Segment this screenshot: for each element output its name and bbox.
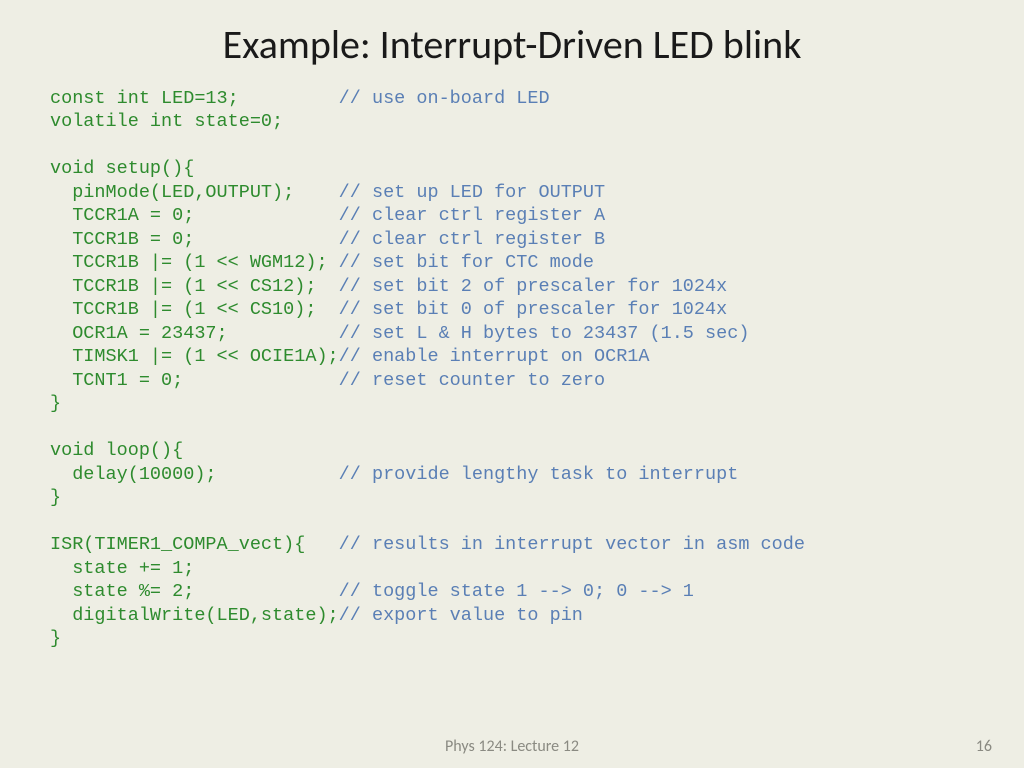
slide-container: Example: Interrupt-Driven LED blink cons… (0, 0, 1024, 768)
code-segment: const int LED=13; (50, 88, 339, 109)
code-segment: void setup(){ (50, 158, 194, 179)
code-segment: pinMode(LED,OUTPUT); (50, 182, 339, 203)
code-line (50, 510, 974, 533)
code-line: TCCR1B |= (1 << CS10); // set bit 0 of p… (50, 298, 974, 321)
comment-segment: // set bit 2 of prescaler for 1024x (339, 276, 728, 297)
code-line: ISR(TIMER1_COMPA_vect){ // results in in… (50, 533, 974, 556)
code-line (50, 134, 974, 157)
comment-segment: // set L & H bytes to 23437 (1.5 sec) (339, 323, 750, 344)
comment-segment: // toggle state 1 --> 0; 0 --> 1 (339, 581, 694, 602)
code-line: TCCR1A = 0; // clear ctrl register A (50, 204, 974, 227)
code-line: OCR1A = 23437; // set L & H bytes to 234… (50, 322, 974, 345)
code-line: delay(10000); // provide lengthy task to… (50, 463, 974, 486)
comment-segment: // set up LED for OUTPUT (339, 182, 605, 203)
code-line: TCCR1B |= (1 << WGM12); // set bit for C… (50, 251, 974, 274)
code-block: const int LED=13; // use on-board LEDvol… (50, 87, 974, 651)
code-segment: digitalWrite(LED,state); (50, 605, 339, 626)
code-line: const int LED=13; // use on-board LED (50, 87, 974, 110)
comment-segment: // export value to pin (339, 605, 583, 626)
code-line: digitalWrite(LED,state);// export value … (50, 604, 974, 627)
code-segment: ISR(TIMER1_COMPA_vect){ (50, 534, 339, 555)
comment-segment: // set bit for CTC mode (339, 252, 594, 273)
code-segment: TIMSK1 |= (1 << OCIE1A); (50, 346, 339, 367)
code-line: } (50, 627, 974, 650)
code-segment: TCCR1B |= (1 << CS10); (50, 299, 339, 320)
code-segment: state += 1; (50, 558, 194, 579)
comment-segment: // results in interrupt vector in asm co… (339, 534, 805, 555)
code-segment: void loop(){ (50, 440, 183, 461)
code-segment: TCCR1B |= (1 << WGM12); (50, 252, 339, 273)
code-line: } (50, 486, 974, 509)
page-number: 16 (976, 737, 992, 756)
footer-text: Phys 124: Lecture 12 (0, 737, 1024, 756)
code-line: void loop(){ (50, 439, 974, 462)
code-line: state %= 2; // toggle state 1 --> 0; 0 -… (50, 580, 974, 603)
comment-segment: // use on-board LED (339, 88, 550, 109)
comment-segment: // set bit 0 of prescaler for 1024x (339, 299, 728, 320)
code-segment: TCCR1B = 0; (50, 229, 339, 250)
code-segment: TCNT1 = 0; (50, 370, 339, 391)
code-line: state += 1; (50, 557, 974, 580)
comment-segment: // clear ctrl register B (339, 229, 605, 250)
comment-segment: // provide lengthy task to interrupt (339, 464, 739, 485)
comment-segment: // enable interrupt on OCR1A (339, 346, 650, 367)
code-line (50, 416, 974, 439)
code-line: TIMSK1 |= (1 << OCIE1A);// enable interr… (50, 345, 974, 368)
code-segment: state %= 2; (50, 581, 339, 602)
code-segment: TCCR1B |= (1 << CS12); (50, 276, 339, 297)
code-line: TCCR1B = 0; // clear ctrl register B (50, 228, 974, 251)
code-line: } (50, 392, 974, 415)
code-segment: delay(10000); (50, 464, 339, 485)
code-line: volatile int state=0; (50, 110, 974, 133)
code-segment: } (50, 393, 61, 414)
code-line: void setup(){ (50, 157, 974, 180)
code-segment: TCCR1A = 0; (50, 205, 339, 226)
code-segment: } (50, 628, 61, 649)
comment-segment: // clear ctrl register A (339, 205, 605, 226)
slide-title: Example: Interrupt-Driven LED blink (50, 20, 974, 69)
code-segment: OCR1A = 23437; (50, 323, 339, 344)
code-segment: } (50, 487, 61, 508)
comment-segment: // reset counter to zero (339, 370, 605, 391)
code-line: pinMode(LED,OUTPUT); // set up LED for O… (50, 181, 974, 204)
code-line: TCNT1 = 0; // reset counter to zero (50, 369, 974, 392)
code-segment: volatile int state=0; (50, 111, 283, 132)
code-line: TCCR1B |= (1 << CS12); // set bit 2 of p… (50, 275, 974, 298)
